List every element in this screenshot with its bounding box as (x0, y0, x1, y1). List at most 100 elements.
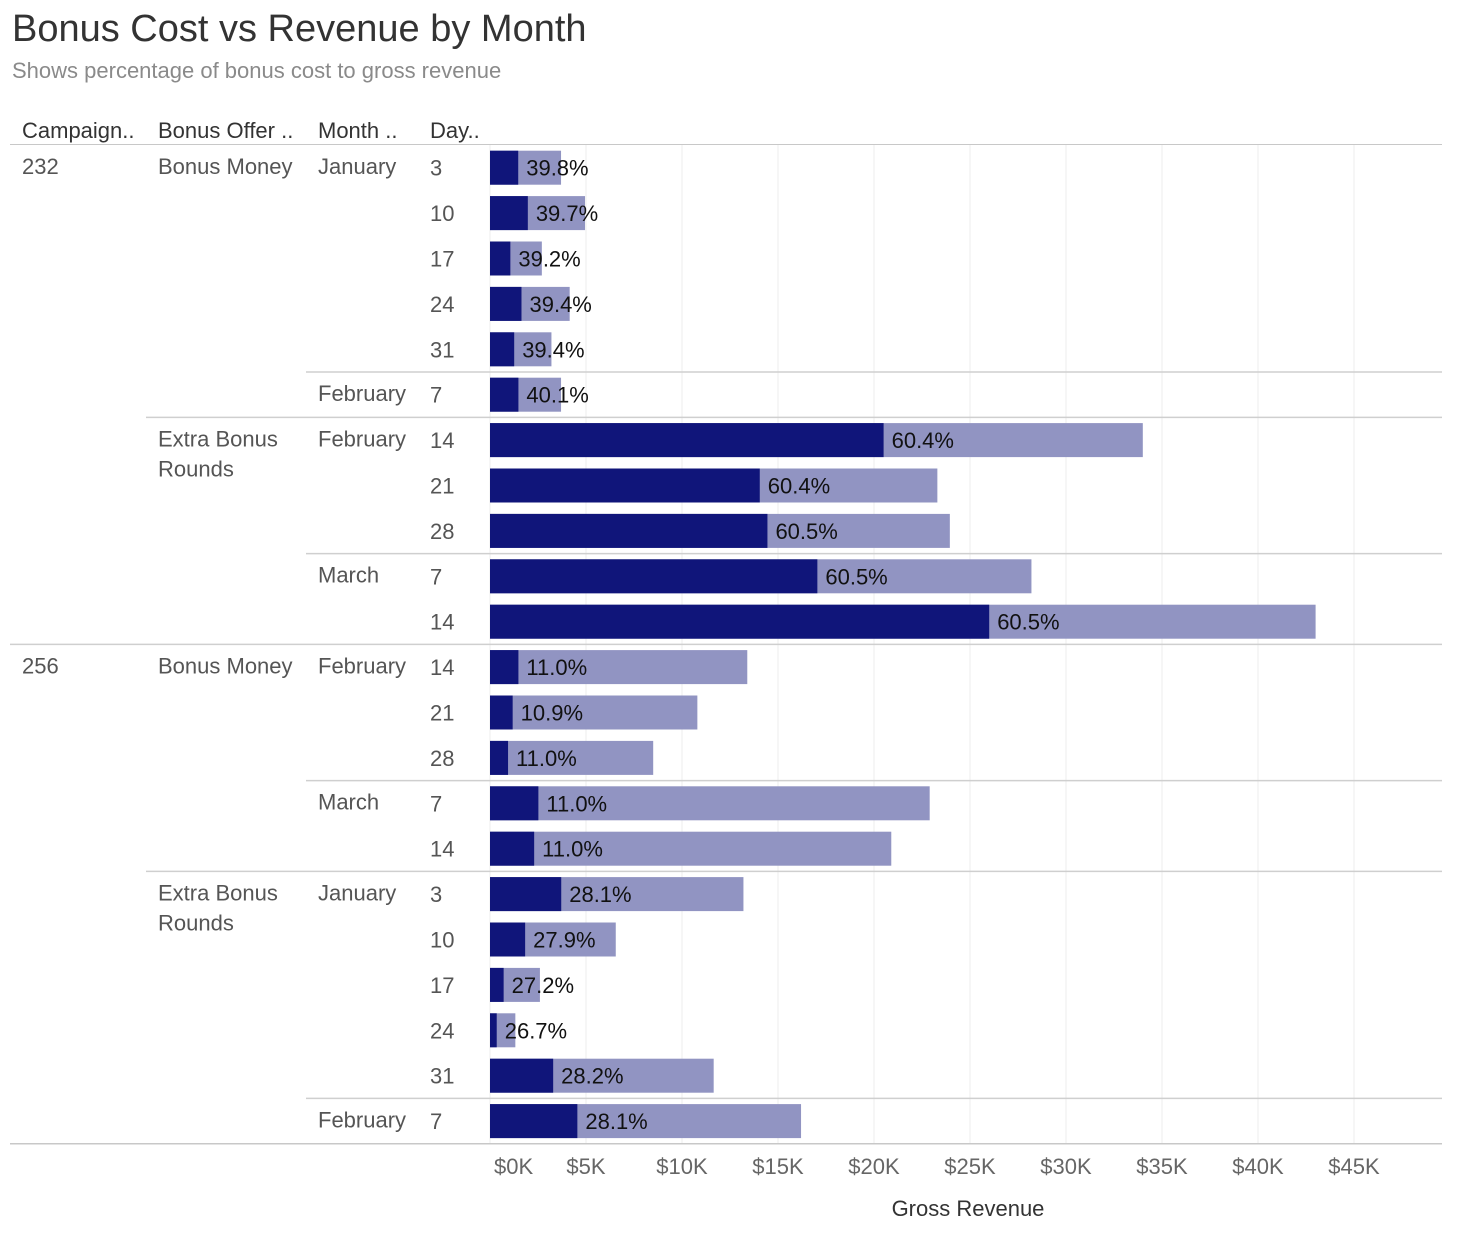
day-label: 10 (430, 201, 454, 226)
revenue-bar (490, 650, 748, 685)
bonus-cost-bar (490, 1013, 497, 1048)
campaign-label: 232 (22, 154, 59, 179)
x-tick-label: $10K (656, 1154, 708, 1179)
revenue-bar (490, 831, 892, 866)
bonus-cost-bar (490, 877, 562, 912)
offer-label: Extra Bonus Rounds (158, 426, 278, 481)
percentage-label: 39.8% (526, 156, 588, 181)
bonus-cost-bar (490, 286, 522, 321)
percentage-label: 27.2% (512, 973, 574, 998)
day-label: 3 (430, 882, 442, 907)
percentage-label: 39.2% (518, 247, 580, 272)
bonus-cost-bar (490, 332, 515, 367)
bonus-cost-bar (490, 423, 884, 458)
chart-subtitle: Shows percentage of bonus cost to gross … (12, 58, 502, 83)
row-header: Campaign.. (22, 118, 135, 143)
bonus-cost-bar (490, 695, 513, 730)
percentage-label: 11.0% (516, 746, 577, 771)
row-labels: 232 Bonus Money January 3 10 17 24 31 February 7 E… (22, 154, 454, 1134)
offer-label: Bonus Money (158, 154, 293, 179)
bonus-cost-bar (490, 196, 528, 231)
month-label: January (318, 154, 396, 179)
day-label: 7 (430, 564, 442, 589)
row-header: Day.. (430, 118, 480, 143)
day-label: 28 (430, 519, 454, 544)
x-tick-label: $45K (1328, 1154, 1380, 1179)
day-label: 21 (430, 701, 454, 726)
day-label: 7 (430, 1109, 442, 1134)
campaign-label: 256 (22, 653, 59, 678)
x-axis: $0K $5K $10K $15K $20K $25K $30K $35K $40K $45K Gr… (494, 1154, 1380, 1221)
percentage-label: 28.1% (569, 882, 631, 907)
day-label: 3 (430, 156, 442, 181)
row-header: Bonus Offer .. (158, 118, 293, 143)
percentage-label: 11.0% (546, 791, 607, 816)
percentage-label: 39.4% (522, 337, 584, 362)
month-label: February (318, 381, 406, 406)
percentage-label: 60.4% (768, 474, 830, 499)
bonus-cost-bar (490, 1058, 554, 1093)
percentage-label: 60.5% (775, 519, 837, 544)
day-label: 24 (430, 1018, 454, 1043)
revenue-bar (490, 786, 930, 821)
x-tick-label: $20K (848, 1154, 900, 1179)
bonus-cost-bar (490, 1104, 578, 1139)
percentage-label: 40.1% (526, 383, 588, 408)
bonus-cost-bar (490, 967, 504, 1002)
month-label: March (318, 790, 379, 815)
month-label: February (318, 1107, 406, 1132)
percentage-label: 60.5% (825, 564, 887, 589)
bonus-cost-bar (490, 468, 760, 503)
revenue-bar (490, 695, 698, 730)
bonus-cost-bar (490, 150, 519, 185)
x-tick-label: $5K (566, 1154, 605, 1179)
offer-label: Bonus Money (158, 653, 293, 678)
revenue-bar (490, 740, 654, 775)
x-tick-label: $35K (1136, 1154, 1188, 1179)
bonus-cost-bar (490, 377, 519, 412)
day-label: 7 (430, 791, 442, 816)
offer-label: Extra Bonus Rounds (158, 880, 278, 935)
day-label: 21 (430, 474, 454, 499)
day-label: 31 (430, 337, 454, 362)
group-separators (10, 144, 1442, 1145)
day-label: 17 (430, 247, 454, 272)
percentage-label: 60.4% (892, 428, 954, 453)
bonus-cost-bar (490, 831, 535, 866)
percentage-label: 10.9% (521, 701, 583, 726)
chart-title: Bonus Cost vs Revenue by Month (12, 8, 587, 50)
day-label: 17 (430, 973, 454, 998)
bonus-cost-bar (490, 740, 509, 775)
day-label: 28 (430, 746, 454, 771)
bonus-cost-bar (490, 604, 990, 639)
day-label: 10 (430, 928, 454, 953)
x-tick-label: $30K (1040, 1154, 1092, 1179)
bonus-cost-bar (490, 786, 539, 821)
x-tick-label: $25K (944, 1154, 996, 1179)
row-headers: Campaign.. Bonus Offer .. Month .. Day.. (22, 118, 480, 143)
bonus-cost-bar (490, 513, 768, 548)
percentage-label: 60.5% (997, 610, 1059, 635)
bonus-cost-bar (490, 922, 526, 957)
bonus-cost-bar (490, 241, 511, 276)
percentage-label: 27.9% (533, 928, 595, 953)
month-label: March (318, 563, 379, 588)
bonus-cost-bar (490, 650, 519, 685)
month-label: January (318, 880, 396, 905)
bonus-cost-bar (490, 559, 818, 594)
percentage-label: 11.0% (542, 837, 603, 862)
percentage-label: 11.0% (526, 655, 587, 680)
day-label: 14 (430, 610, 454, 635)
day-label: 31 (430, 1064, 454, 1089)
percentage-label: 28.1% (585, 1109, 647, 1134)
percentage-label: 39.7% (536, 201, 598, 226)
day-label: 14 (430, 428, 454, 453)
percentage-label: 26.7% (505, 1018, 567, 1043)
month-label: February (318, 653, 406, 678)
day-label: 24 (430, 292, 454, 317)
day-label: 14 (430, 655, 454, 680)
x-tick-label: $0K (494, 1154, 533, 1179)
month-label: February (318, 426, 406, 451)
day-label: 7 (430, 383, 442, 408)
